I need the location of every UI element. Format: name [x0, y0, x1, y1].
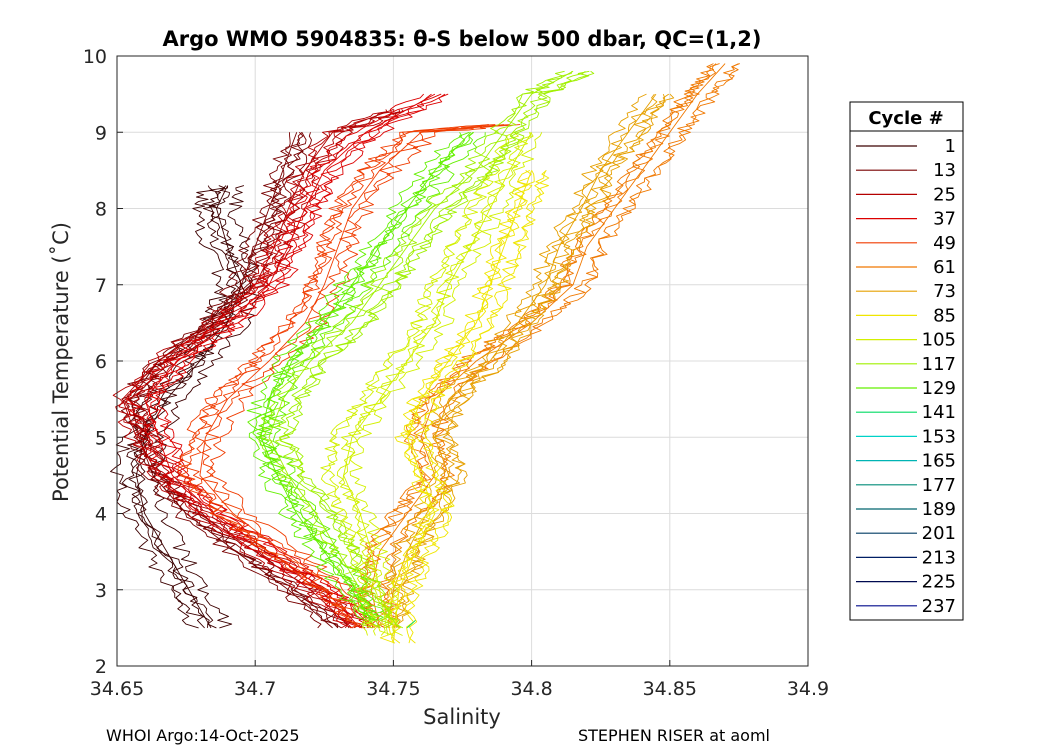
x-tick-label: 34.65: [90, 678, 144, 700]
legend-label: 49: [933, 233, 956, 254]
y-tick-labels: 2 3 4 5 6 7 8 9 10: [83, 46, 107, 678]
axes-box: [116, 55, 809, 667]
series-line: [355, 63, 717, 629]
series-line: [126, 93, 425, 629]
y-tick-label: 6: [95, 351, 107, 373]
x-tick-label: 34.85: [643, 678, 697, 700]
y-tick-label: 10: [83, 46, 107, 68]
series-line: [280, 70, 595, 629]
legend-label: 177: [922, 475, 956, 496]
footer-right: STEPHEN RISER at aoml: [578, 726, 770, 745]
series-line: [252, 131, 470, 621]
y-tick-label: 7: [95, 275, 107, 297]
x-tick-label: 34.9: [787, 678, 829, 700]
series-line: [392, 170, 533, 644]
series-line: [259, 71, 572, 629]
series-line: [199, 124, 505, 629]
series-line: [120, 132, 322, 629]
y-tick-label: 5: [95, 427, 107, 449]
series-line: [336, 132, 534, 636]
series-line: [256, 131, 474, 621]
legend-items: 1 13 25 37 49 61 73 85 105 117 129 141 153 165 177 189 2…: [856, 136, 956, 617]
series-117: [258, 70, 595, 629]
y-tick-label: 4: [95, 504, 107, 526]
legend-label: 165: [922, 451, 956, 472]
legend-label: 73: [933, 281, 956, 302]
series-85: [379, 169, 550, 644]
legend-label: 13: [933, 160, 956, 181]
legend-title: Cycle #: [868, 108, 943, 129]
legend-label: 1: [945, 136, 956, 157]
series-line: [387, 93, 657, 628]
legend-label: 189: [922, 499, 956, 520]
series-group: [110, 63, 740, 644]
series-line: [343, 132, 532, 636]
y-tick-label: 2: [95, 656, 107, 678]
series-line: [405, 170, 550, 644]
legend-label: 141: [922, 402, 956, 423]
x-tick-label: 34.8: [510, 678, 552, 700]
legend-label: 201: [922, 523, 956, 544]
legend-label: 225: [922, 572, 956, 593]
series-line: [379, 170, 532, 644]
series-line: [340, 132, 532, 636]
y-tick-label: 3: [95, 580, 107, 602]
series-line: [268, 132, 486, 621]
series-line: [255, 131, 475, 621]
series-line: [118, 109, 395, 629]
series-line: [128, 185, 243, 628]
x-tick-label: 34.75: [366, 678, 420, 700]
series-line: [246, 132, 463, 621]
x-tick-label: 34.7: [234, 678, 276, 700]
legend-label: 105: [922, 330, 956, 351]
series-line: [396, 93, 670, 629]
legend-label: 117: [922, 354, 956, 375]
series-line: [145, 93, 432, 629]
series-line: [112, 109, 388, 629]
series-line: [278, 70, 590, 629]
series-129: [246, 131, 486, 621]
legend-label: 61: [933, 257, 956, 278]
legend-label: 129: [922, 378, 956, 399]
legend-label: 37: [933, 209, 956, 230]
series-line: [380, 63, 740, 629]
series-line: [387, 170, 535, 644]
series-line: [379, 93, 658, 629]
series-line: [349, 132, 543, 636]
y-tick-label: 8: [95, 199, 107, 221]
legend: Cycle # 1 13 25 37 49 61 73 85 105 117 129 141 153 16…: [849, 101, 964, 621]
series-line: [148, 185, 261, 629]
series-line: [394, 93, 675, 629]
series-line: [353, 63, 715, 629]
x-axis-label: Salinity: [423, 705, 501, 729]
legend-label: 85: [933, 305, 956, 326]
series-line: [178, 124, 489, 629]
legend-label: 153: [922, 426, 956, 447]
series-line: [378, 63, 739, 629]
series-line: [260, 131, 472, 621]
legend-label: 213: [922, 547, 956, 568]
series-line: [406, 619, 416, 629]
y-axis-label: Potential Temperature (˚C): [49, 222, 73, 502]
y-tick-label: 9: [95, 122, 107, 144]
series-49: [177, 124, 521, 629]
series-line: [177, 124, 489, 628]
series-line: [185, 124, 496, 629]
chart-title: Argo WMO 5904835: θ-S below 500 dbar, QC…: [163, 27, 762, 51]
legend-label: 237: [922, 596, 956, 617]
series-141: [406, 619, 416, 629]
series-line: [209, 124, 521, 629]
series-line: [404, 170, 549, 644]
x-tick-labels: 34.65 34.7 34.75 34.8 34.85 34.9: [90, 678, 829, 700]
series-line: [127, 131, 342, 629]
legend-label: 25: [933, 184, 956, 205]
series-line: [135, 185, 242, 629]
footer-left: WHOI Argo:14-Oct-2025: [106, 726, 300, 745]
